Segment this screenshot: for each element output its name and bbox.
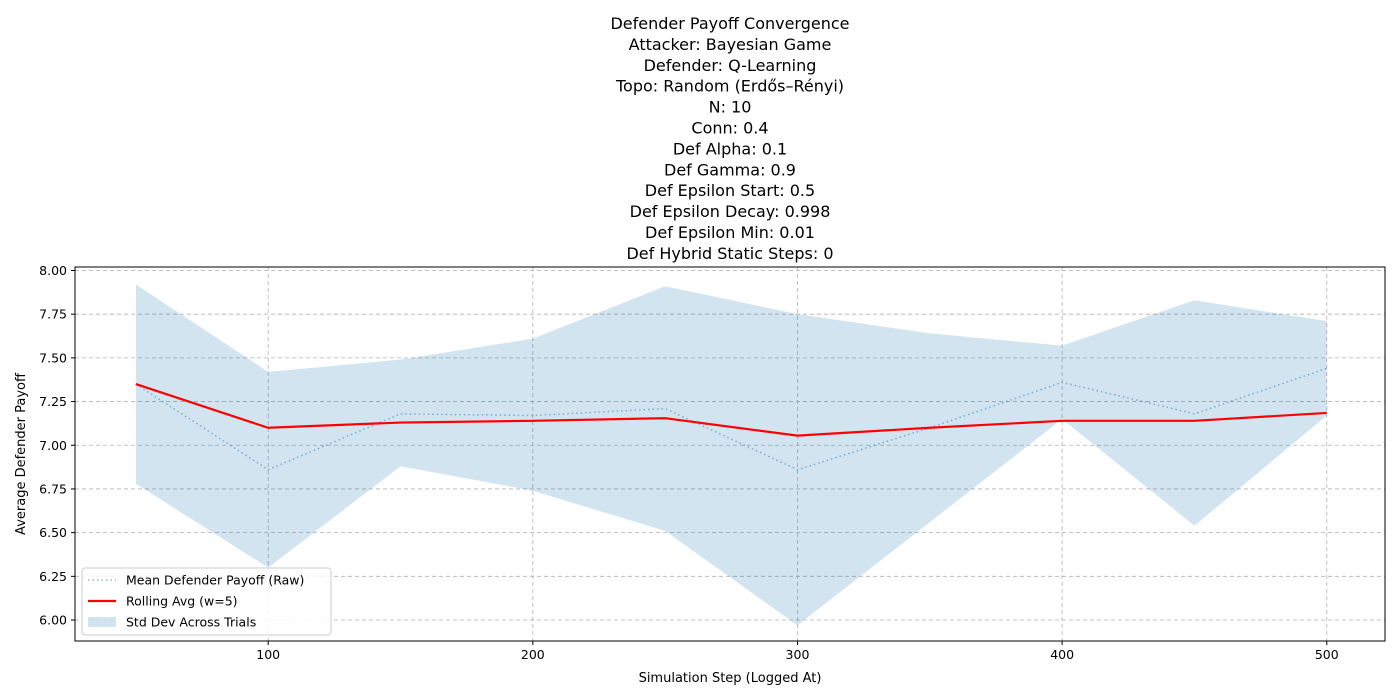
y-tick-label: 7.50 xyxy=(39,350,67,365)
title-line: Attacker: Bayesian Game xyxy=(629,35,832,54)
y-tick-label: 6.25 xyxy=(39,569,67,584)
x-tick-label: 500 xyxy=(1315,647,1339,662)
y-tick-label: 6.50 xyxy=(39,525,67,540)
std-dev-band xyxy=(135,284,1327,626)
x-axis-label: Simulation Step (Logged At) xyxy=(639,671,822,686)
title-line: Defender: Q-Learning xyxy=(644,56,817,75)
raw-mean-line xyxy=(135,367,1328,471)
legend-label: Std Dev Across Trials xyxy=(126,615,256,630)
y-tick-label: 7.25 xyxy=(39,394,67,409)
title-line: N: 10 xyxy=(709,98,752,117)
legend-swatch xyxy=(88,617,116,627)
y-tick-label: 6.75 xyxy=(39,481,67,496)
x-tick-label: 400 xyxy=(1050,647,1074,662)
y-tick-label: 7.75 xyxy=(39,307,67,322)
legend-box xyxy=(81,567,332,636)
legend-label: Mean Defender Payoff (Raw) xyxy=(126,573,304,588)
rolling-avg-line xyxy=(135,383,1327,437)
chart-title: Defender Payoff Convergence Attacker: Bay… xyxy=(610,14,849,263)
title-line: Def Epsilon Start: 0.5 xyxy=(645,181,815,200)
y-tick-label: 7.00 xyxy=(39,438,67,453)
title-line: Topo: Random (Erdős–Rényi) xyxy=(615,77,844,96)
title-line: Def Alpha: 0.1 xyxy=(673,139,787,158)
y-tick-label: 6.00 xyxy=(39,613,67,628)
x-tick-label: 200 xyxy=(521,647,545,662)
legend-label: Rolling Avg (w=5) xyxy=(126,594,238,609)
title-line: Conn: 0.4 xyxy=(691,119,768,138)
title-line: Def Epsilon Min: 0.01 xyxy=(645,223,815,242)
x-tick-label: 100 xyxy=(256,647,280,662)
x-axis-ticks: 100 200 300 400 500 xyxy=(256,641,1339,662)
plot-frame xyxy=(74,266,1386,642)
y-tick-label: 8.00 xyxy=(39,263,67,278)
title-line: Def Hybrid Static Steps: 0 xyxy=(626,244,833,263)
std-dev-area xyxy=(135,284,1327,626)
title-line: Def Gamma: 0.9 xyxy=(664,160,796,179)
x-tick-label: 300 xyxy=(786,647,810,662)
y-axis-ticks: 6.00 6.25 6.50 6.75 7.00 7.25 7.50 7.75 8.00 xyxy=(39,263,75,628)
y-axis-label: Average Defender Payoff xyxy=(14,372,29,535)
title-line: Defender Payoff Convergence xyxy=(610,14,849,33)
legend: Mean Defender Payoff (Raw) Rolling Avg (w… xyxy=(81,567,332,636)
title-line: Def Epsilon Decay: 0.998 xyxy=(630,202,831,221)
series-lines xyxy=(135,367,1328,471)
